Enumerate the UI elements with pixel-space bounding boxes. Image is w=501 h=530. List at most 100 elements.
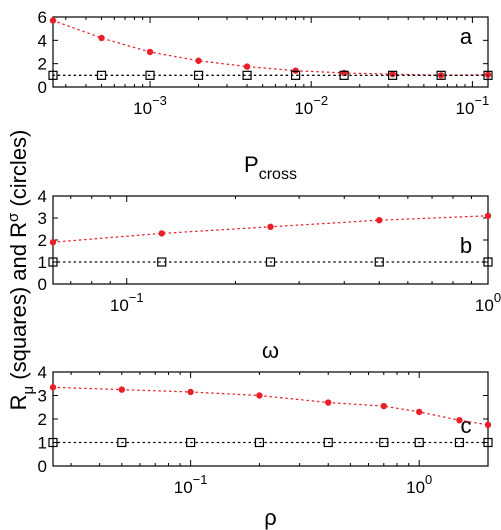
data-point-square bbox=[454, 437, 465, 448]
x-tick-label: 10−2 bbox=[294, 93, 328, 118]
panel-letter: b bbox=[460, 233, 472, 258]
series-dotted-line bbox=[52, 386, 489, 426]
data-point-circle bbox=[484, 212, 492, 219]
y-tick-label: 2 bbox=[38, 55, 47, 74]
y-label-sigma: σ bbox=[5, 212, 22, 222]
x-tick-label: 10−1 bbox=[110, 290, 144, 315]
data-point-square bbox=[117, 437, 127, 448]
x-tick-exponent: −1 bbox=[474, 93, 489, 108]
data-point-square bbox=[374, 257, 384, 267]
x-axis-label: Pcross bbox=[244, 152, 297, 183]
plot-frame bbox=[52, 195, 489, 285]
data-point-circle bbox=[146, 48, 154, 56]
x-tick-label: 100 bbox=[475, 290, 501, 315]
plot-frame bbox=[52, 16, 489, 88]
data-point-square bbox=[48, 70, 58, 80]
data-point-circle bbox=[49, 17, 57, 24]
data-point-square bbox=[483, 257, 493, 267]
data-point-circle bbox=[389, 70, 396, 78]
x-tick-label: 10−1 bbox=[456, 93, 490, 118]
y-tick-label: 4 bbox=[38, 31, 47, 50]
x-tick-label: 10−3 bbox=[133, 93, 167, 118]
x-tick-exponent: −1 bbox=[129, 290, 144, 305]
x-tick-base: 10 bbox=[294, 99, 313, 118]
data-point-circle bbox=[376, 217, 383, 224]
y-tick-label: 4 bbox=[38, 187, 47, 206]
x-tick-base: 10 bbox=[456, 99, 475, 118]
x-tick-exponent: −3 bbox=[152, 93, 167, 108]
x-tick-label: 100 bbox=[406, 472, 432, 497]
data-point-square bbox=[323, 437, 333, 448]
data-point-square bbox=[48, 437, 58, 448]
series-circles bbox=[49, 17, 492, 79]
panel-letter: c bbox=[461, 413, 472, 438]
y-tick-label: 3 bbox=[38, 387, 47, 406]
x-tick-base: 10 bbox=[475, 296, 494, 315]
series-dotted-line bbox=[52, 19, 489, 76]
data-point-square bbox=[242, 70, 252, 80]
data-point-square bbox=[379, 437, 389, 448]
x-tick-base: 10 bbox=[406, 478, 425, 497]
data-point-square bbox=[193, 70, 204, 80]
x-axis-label-main: ω bbox=[262, 338, 279, 363]
x-tick-label: 10−1 bbox=[174, 472, 208, 497]
data-point-square bbox=[265, 257, 276, 267]
series-circles bbox=[49, 212, 492, 246]
data-point-circle bbox=[243, 63, 251, 70]
x-tick-base: 10 bbox=[110, 296, 129, 315]
data-point-circle bbox=[484, 421, 492, 429]
data-point-circle bbox=[456, 416, 463, 424]
series-circles bbox=[49, 384, 492, 429]
y-label-mu: μ bbox=[20, 386, 37, 395]
data-point-circle bbox=[267, 223, 274, 230]
plot-frame bbox=[52, 371, 489, 467]
data-point-square bbox=[254, 437, 265, 448]
x-tick-base: 10 bbox=[174, 478, 193, 497]
data-point-circle bbox=[415, 408, 423, 416]
y-tick-label: 3 bbox=[38, 209, 47, 228]
data-point-circle bbox=[256, 392, 263, 399]
x-axis-label: ρ bbox=[264, 505, 277, 530]
data-point-circle bbox=[158, 230, 165, 237]
y-label-mid: (squares) and R bbox=[6, 222, 31, 386]
y-tick-label: 0 bbox=[38, 78, 47, 97]
x-axis-label-sub: cross bbox=[259, 166, 297, 183]
y-label-end: (circles) bbox=[6, 130, 31, 213]
series-squares bbox=[48, 70, 493, 80]
data-point-circle bbox=[292, 67, 299, 74]
y-tick-label: 6 bbox=[38, 8, 47, 27]
x-tick-base: 10 bbox=[133, 99, 152, 118]
data-point-square bbox=[388, 70, 398, 80]
x-tick-exponent: −1 bbox=[193, 472, 208, 487]
data-point-square bbox=[290, 70, 301, 80]
x-tick-exponent: 0 bbox=[494, 290, 501, 305]
series-squares bbox=[48, 437, 493, 448]
data-point-circle bbox=[49, 239, 57, 246]
series-squares bbox=[48, 257, 493, 267]
y-tick-label: 0 bbox=[38, 275, 47, 294]
svg-text:Rμ (squares) and Rσ (circles): Rμ (squares) and Rσ (circles) bbox=[5, 130, 37, 411]
x-tick-exponent: 0 bbox=[425, 472, 432, 487]
x-axis-label-main: P bbox=[244, 152, 259, 177]
data-point-circle bbox=[380, 402, 387, 410]
y-tick-label: 0 bbox=[38, 457, 47, 476]
data-point-square bbox=[436, 70, 446, 80]
y-label-r: R bbox=[6, 395, 31, 411]
data-point-square bbox=[483, 70, 493, 80]
data-point-circle bbox=[187, 388, 194, 396]
y-tick-label: 4 bbox=[38, 363, 47, 382]
data-point-circle bbox=[98, 34, 105, 42]
data-point-square bbox=[483, 437, 493, 448]
y-tick-label: 1 bbox=[38, 253, 47, 272]
data-point-circle bbox=[49, 384, 57, 391]
data-point-square bbox=[339, 70, 349, 80]
data-point-circle bbox=[325, 399, 332, 406]
data-point-square bbox=[145, 70, 155, 80]
data-point-square bbox=[96, 70, 107, 80]
x-tick-exponent: −2 bbox=[313, 93, 328, 108]
panel-letter: a bbox=[460, 24, 473, 49]
data-point-square bbox=[48, 257, 58, 267]
